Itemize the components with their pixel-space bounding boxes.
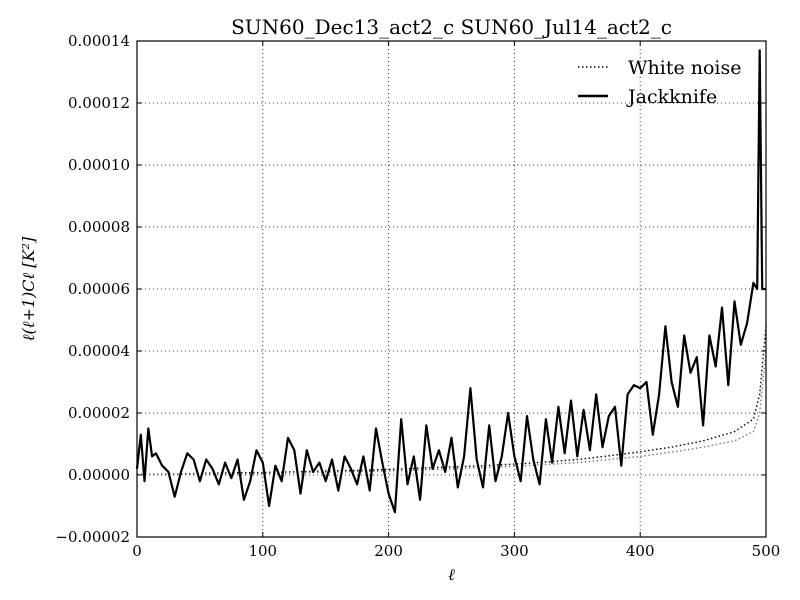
x-tick-label: 500 xyxy=(752,542,781,560)
legend-label-white-noise: White noise xyxy=(628,57,742,79)
y-axis-label: ℓ(ℓ+1)Cℓ [K²] xyxy=(19,236,38,341)
y-tick-label: 0.00012 xyxy=(68,94,130,112)
chart-title: SUN60_Dec13_act2_c SUN60_Jul14_act2_c xyxy=(231,15,672,39)
legend-label-jackknife: Jackknife xyxy=(626,86,717,108)
x-tick-label: 200 xyxy=(374,542,403,560)
ticks: 0 100 200 300 400 500 −0.00002 0.00000 0.00002 0.… xyxy=(55,32,780,560)
x-tick-label: 100 xyxy=(248,542,277,560)
legend: White noise Jackknife xyxy=(578,57,742,108)
white-noise-line-2 xyxy=(136,350,767,476)
grid xyxy=(137,41,766,537)
white-noise-line xyxy=(136,326,767,476)
jackknife-line xyxy=(135,49,766,514)
x-axis-label: ℓ xyxy=(448,565,455,584)
x-tick-label: 300 xyxy=(500,542,529,560)
plot-frame xyxy=(136,40,767,538)
x-tick-label: 0 xyxy=(132,542,142,560)
series-layer xyxy=(135,49,767,514)
y-tick-label: 0.00000 xyxy=(68,466,130,484)
y-tick-label: 0.00008 xyxy=(68,218,130,236)
y-tick-label: 0.00002 xyxy=(68,404,130,422)
x-tick-label: 400 xyxy=(626,542,655,560)
y-tick-label: 0.00014 xyxy=(68,32,130,50)
y-tick-label: 0.00006 xyxy=(68,280,130,298)
y-tick-label: −0.00002 xyxy=(55,528,130,546)
y-tick-label: 0.00004 xyxy=(68,342,130,360)
y-tick-label: 0.00010 xyxy=(68,156,130,174)
